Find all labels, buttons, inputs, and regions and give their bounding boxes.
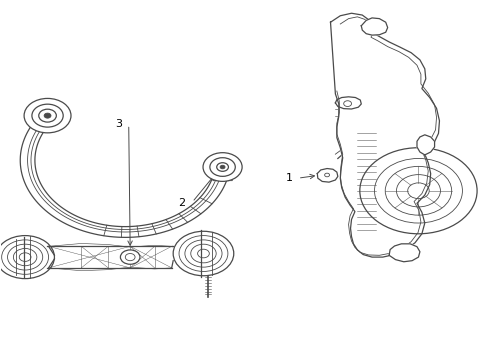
Text: 1: 1	[286, 173, 293, 183]
Circle shape	[24, 98, 71, 133]
Circle shape	[220, 165, 225, 169]
Circle shape	[121, 250, 140, 264]
Text: 3: 3	[115, 120, 122, 129]
Text: 2: 2	[178, 198, 185, 208]
Polygon shape	[389, 244, 420, 262]
Polygon shape	[331, 13, 440, 257]
Polygon shape	[335, 97, 361, 109]
Circle shape	[44, 113, 51, 118]
Circle shape	[203, 153, 242, 181]
Polygon shape	[318, 168, 338, 182]
Polygon shape	[361, 18, 388, 35]
Polygon shape	[417, 135, 435, 155]
